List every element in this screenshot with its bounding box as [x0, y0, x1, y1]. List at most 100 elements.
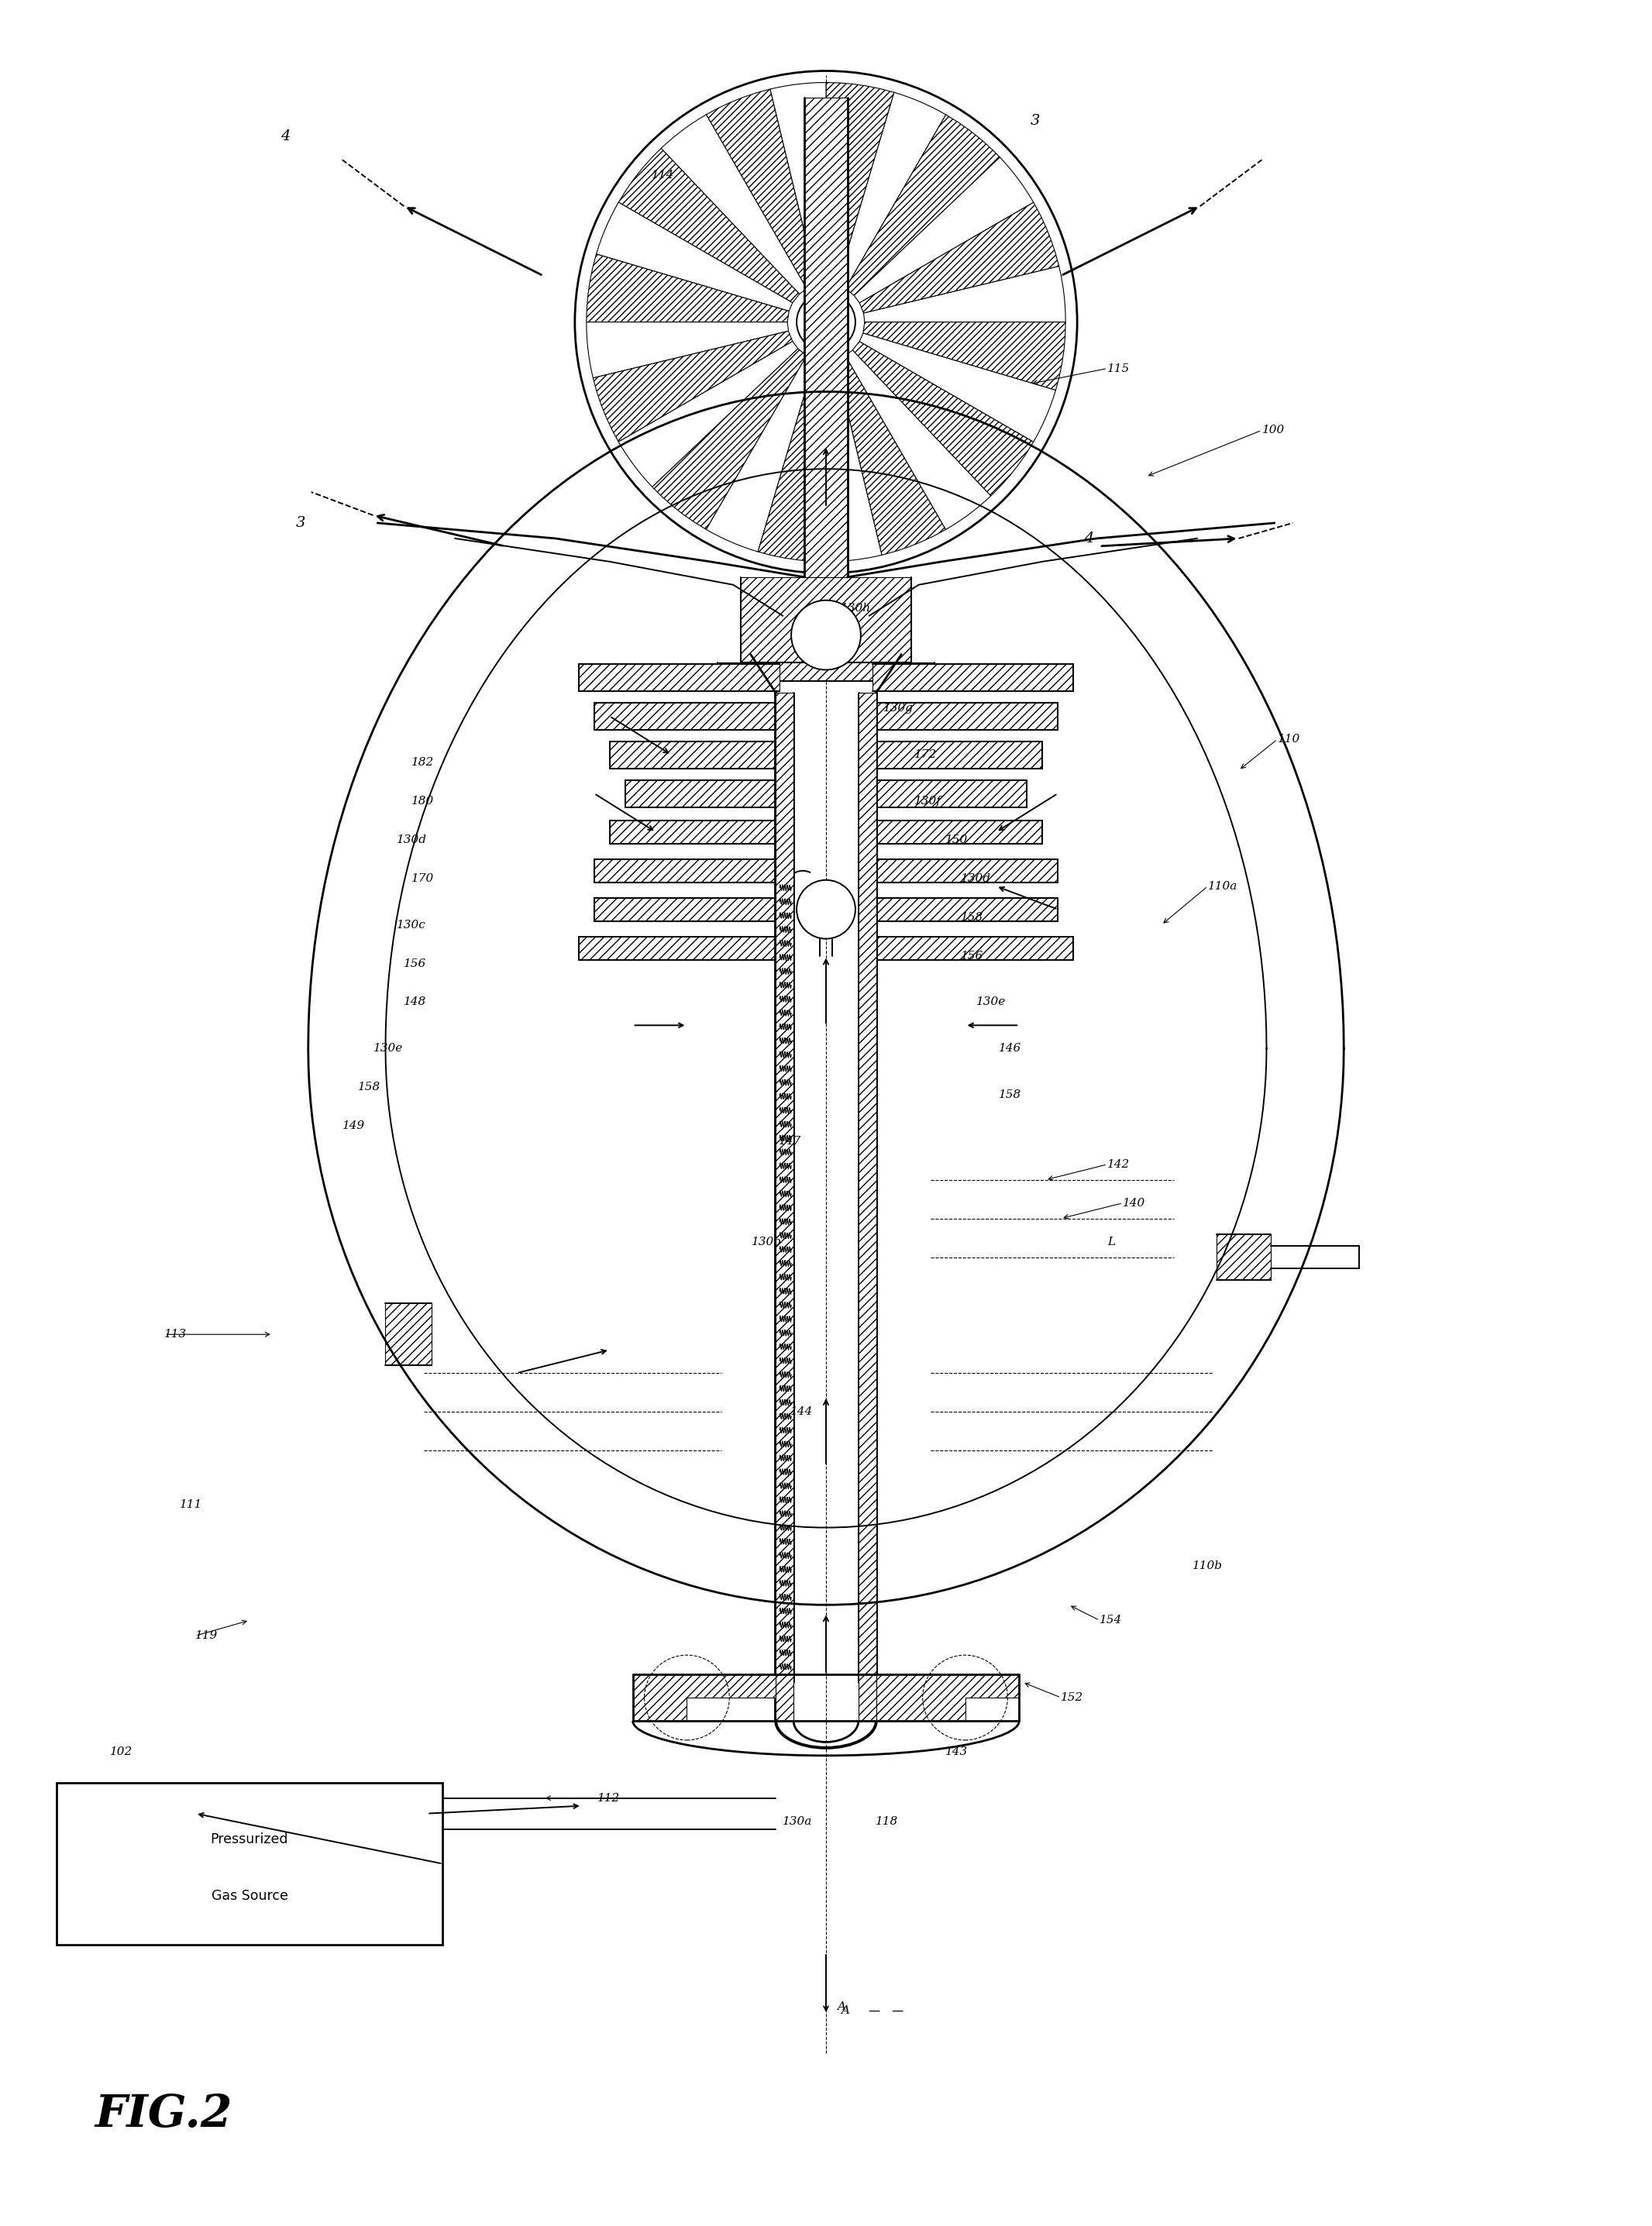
Bar: [56, 1783, 443, 1946]
Bar: [872, 663, 1074, 690]
Text: 130d: 130d: [960, 873, 991, 884]
Bar: [385, 1304, 431, 1365]
Text: 142: 142: [1107, 1160, 1130, 1171]
Text: 114: 114: [651, 169, 674, 180]
Bar: [610, 741, 780, 768]
Text: 158: 158: [960, 913, 983, 922]
Bar: [805, 98, 847, 577]
Polygon shape: [586, 323, 788, 378]
Bar: [864, 821, 1042, 844]
Bar: [872, 741, 1042, 768]
Polygon shape: [633, 1674, 776, 1721]
Text: 147: 147: [778, 1135, 801, 1146]
Polygon shape: [876, 1674, 1019, 1721]
Bar: [1216, 1233, 1270, 1280]
Text: 148: 148: [405, 997, 426, 1008]
Polygon shape: [846, 349, 991, 530]
Text: 158: 158: [999, 1089, 1023, 1100]
Text: 130b: 130b: [752, 1235, 781, 1247]
Text: 3: 3: [296, 516, 306, 530]
Polygon shape: [862, 323, 1066, 390]
Text: Gas Source: Gas Source: [211, 1890, 287, 1903]
Text: 130e: 130e: [976, 997, 1006, 1008]
Polygon shape: [852, 341, 1034, 496]
Text: 119: 119: [195, 1629, 218, 1641]
Polygon shape: [758, 358, 826, 561]
Bar: [864, 859, 1057, 881]
Text: 149: 149: [342, 1120, 365, 1131]
Bar: [872, 779, 1028, 808]
Text: 146: 146: [999, 1044, 1023, 1053]
Polygon shape: [834, 356, 947, 554]
Text: 115: 115: [1107, 363, 1130, 374]
Text: —: —: [867, 2006, 879, 2017]
Text: 112: 112: [598, 1792, 620, 1803]
Polygon shape: [618, 341, 798, 487]
Text: L: L: [1107, 1235, 1115, 1247]
Text: 4: 4: [281, 129, 291, 142]
Polygon shape: [826, 82, 894, 285]
Text: 3: 3: [1031, 114, 1039, 129]
Text: 182: 182: [411, 757, 434, 768]
Bar: [719, 661, 933, 681]
Text: —: —: [890, 2006, 902, 2017]
Bar: [776, 692, 793, 1721]
Circle shape: [796, 879, 856, 939]
Circle shape: [791, 601, 861, 670]
Text: 140: 140: [1123, 1198, 1145, 1209]
Text: 118: 118: [876, 1816, 899, 1828]
Bar: [578, 663, 780, 690]
Text: 130a: 130a: [783, 1816, 813, 1828]
Text: Pressurized: Pressurized: [210, 1832, 289, 1845]
Polygon shape: [770, 82, 826, 285]
Text: 180: 180: [411, 795, 434, 806]
Text: 130g: 130g: [884, 703, 914, 715]
Text: 158: 158: [358, 1082, 380, 1093]
Text: 156: 156: [405, 957, 426, 968]
Text: 170: 170: [411, 873, 434, 884]
Text: 144: 144: [790, 1407, 813, 1418]
Text: 4: 4: [1084, 532, 1094, 545]
Polygon shape: [661, 114, 806, 294]
Text: 117: 117: [829, 650, 852, 659]
Polygon shape: [826, 361, 882, 561]
Text: 130h: 130h: [841, 603, 871, 614]
Polygon shape: [854, 158, 1034, 303]
Text: FIG.2: FIG.2: [94, 2092, 233, 2137]
Bar: [595, 897, 788, 922]
Polygon shape: [705, 356, 814, 552]
Text: 100: 100: [1262, 425, 1285, 436]
Text: 130c: 130c: [396, 919, 426, 930]
Polygon shape: [859, 203, 1059, 314]
Text: 156: 156: [960, 951, 983, 962]
Text: 172: 172: [914, 750, 937, 761]
Text: 130e: 130e: [373, 1044, 403, 1053]
Bar: [872, 703, 1057, 730]
Polygon shape: [586, 254, 790, 323]
Text: A: A: [841, 2006, 849, 2017]
Text: 110a: 110a: [1208, 881, 1237, 893]
Bar: [624, 779, 780, 808]
Polygon shape: [593, 332, 793, 441]
Bar: [864, 937, 1074, 959]
Text: A: A: [838, 2001, 846, 2012]
Polygon shape: [618, 149, 800, 303]
Polygon shape: [838, 91, 947, 289]
Polygon shape: [846, 114, 999, 296]
Text: 154: 154: [1100, 1614, 1122, 1625]
Text: 130d: 130d: [396, 835, 426, 846]
Text: 113: 113: [165, 1329, 187, 1340]
Text: 110b: 110b: [1193, 1560, 1222, 1572]
Polygon shape: [859, 334, 1056, 441]
Text: 110: 110: [1277, 735, 1300, 746]
Bar: [595, 703, 780, 730]
Bar: [578, 937, 788, 959]
Bar: [595, 859, 788, 881]
Text: 102: 102: [111, 1745, 134, 1756]
Text: 152: 152: [1061, 1692, 1084, 1703]
Text: 130f: 130f: [914, 795, 942, 806]
Polygon shape: [864, 267, 1066, 323]
Circle shape: [796, 292, 856, 352]
Text: 150: 150: [945, 835, 968, 846]
Polygon shape: [705, 89, 818, 289]
